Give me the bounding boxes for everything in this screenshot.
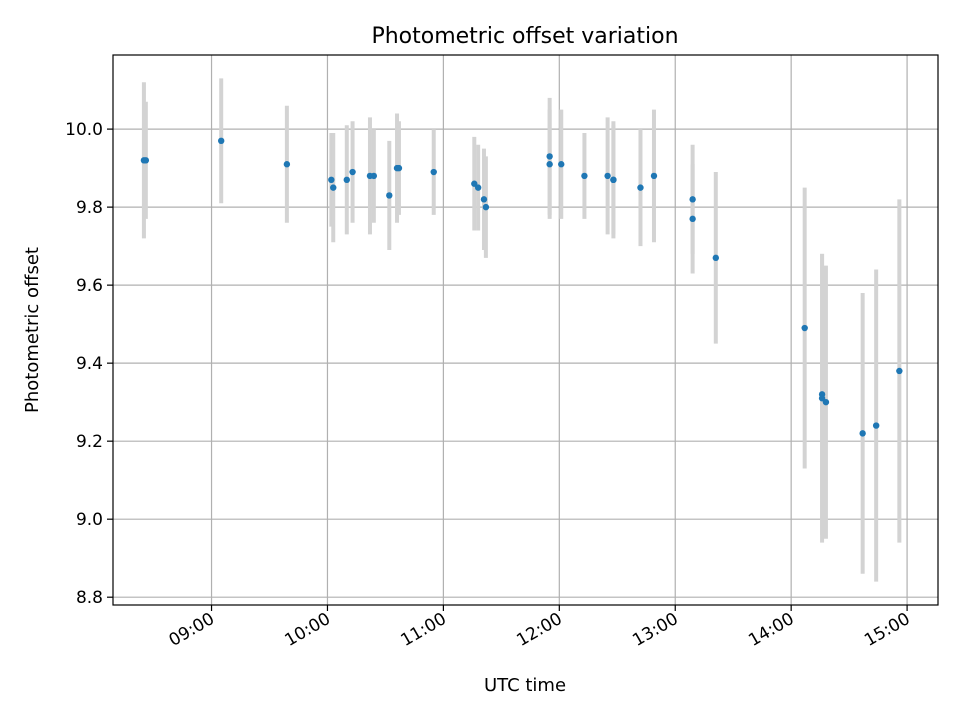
data-point — [896, 367, 903, 375]
data-point — [859, 430, 866, 437]
data-point — [386, 192, 393, 199]
data-point — [471, 180, 478, 187]
data-point — [558, 161, 565, 168]
data-point — [370, 172, 378, 180]
plot-frame — [112, 54, 939, 606]
data-point — [818, 395, 826, 402]
data-point — [822, 398, 830, 406]
data-point — [546, 161, 553, 168]
data-point — [581, 172, 588, 180]
data-point — [801, 324, 808, 332]
data-point — [650, 172, 658, 180]
data-point — [142, 157, 150, 164]
y-tick-label: 9.4 — [76, 354, 103, 374]
data-point — [482, 203, 490, 211]
data-point — [546, 153, 553, 160]
data-point — [430, 168, 437, 176]
y-tick-label: 9.2 — [76, 432, 103, 452]
y-tick-label: 10.0 — [65, 120, 103, 140]
x-axis-label: UTC time — [484, 675, 566, 696]
y-tick-label: 9.6 — [76, 276, 103, 296]
data-point — [283, 161, 291, 168]
data-point — [872, 422, 880, 429]
y-axis-label: Photometric offset — [22, 247, 43, 413]
y-tick-label: 8.8 — [76, 588, 103, 608]
data-point — [328, 176, 335, 184]
data-point — [349, 168, 356, 176]
data-point — [474, 184, 482, 191]
data-point — [343, 176, 350, 184]
chart-title: Photometric offset variation — [371, 24, 678, 49]
data-point — [610, 176, 617, 184]
data-point — [480, 196, 488, 203]
data-point — [604, 172, 611, 180]
data-point — [689, 215, 696, 223]
data-point — [637, 184, 644, 191]
data-point — [395, 164, 403, 172]
y-tick-label: 9.8 — [76, 198, 103, 218]
data-points — [140, 137, 903, 437]
grid — [113, 55, 938, 605]
y-tick-label: 9.0 — [76, 510, 103, 530]
data-point — [330, 184, 337, 191]
data-point — [712, 254, 720, 262]
data-point — [217, 137, 225, 145]
data-point — [689, 196, 696, 203]
